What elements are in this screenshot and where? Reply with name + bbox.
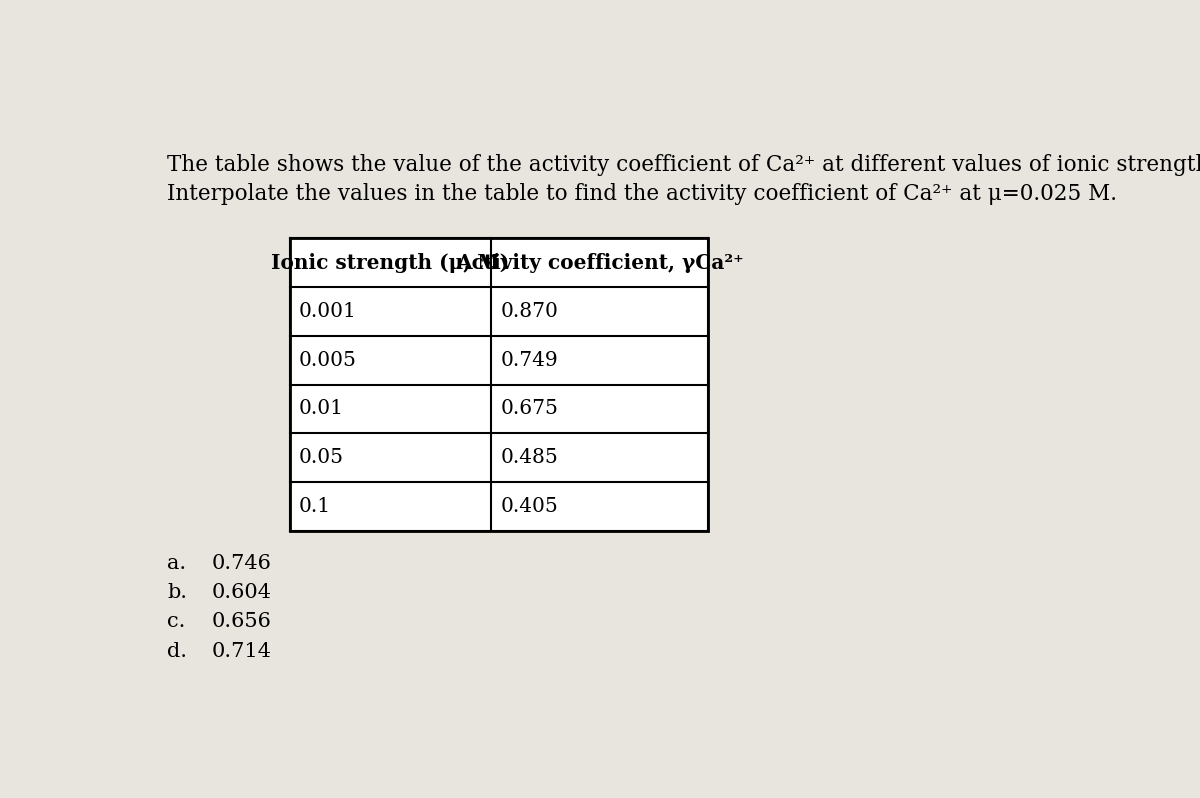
Text: 0.604: 0.604 [212, 583, 272, 602]
Text: 0.485: 0.485 [500, 448, 558, 467]
Text: 0.870: 0.870 [500, 302, 558, 321]
Text: 0.001: 0.001 [299, 302, 356, 321]
Text: 0.405: 0.405 [500, 497, 558, 516]
Text: 0.714: 0.714 [212, 642, 272, 661]
Text: d.: d. [167, 642, 187, 661]
Text: Interpolate the values in the table to find the activity coefficient of Ca²⁺ at : Interpolate the values in the table to f… [167, 183, 1117, 205]
Text: The table shows the value of the activity coefficient of Ca²⁺ at different value: The table shows the value of the activit… [167, 153, 1200, 176]
Text: b.: b. [167, 583, 187, 602]
Text: 0.675: 0.675 [500, 399, 558, 418]
Text: Ionic strength (μ, M): Ionic strength (μ, M) [271, 253, 509, 273]
Text: 0.1: 0.1 [299, 497, 331, 516]
Text: 0.746: 0.746 [212, 554, 272, 573]
Text: 0.656: 0.656 [212, 612, 272, 631]
Text: 0.01: 0.01 [299, 399, 344, 418]
Text: Activity coefficient, γCa²⁺: Activity coefficient, γCa²⁺ [456, 253, 743, 273]
Text: 0.05: 0.05 [299, 448, 344, 467]
Text: a.: a. [167, 554, 186, 573]
Text: 0.749: 0.749 [500, 350, 558, 369]
Text: 0.005: 0.005 [299, 350, 356, 369]
Text: c.: c. [167, 612, 186, 631]
